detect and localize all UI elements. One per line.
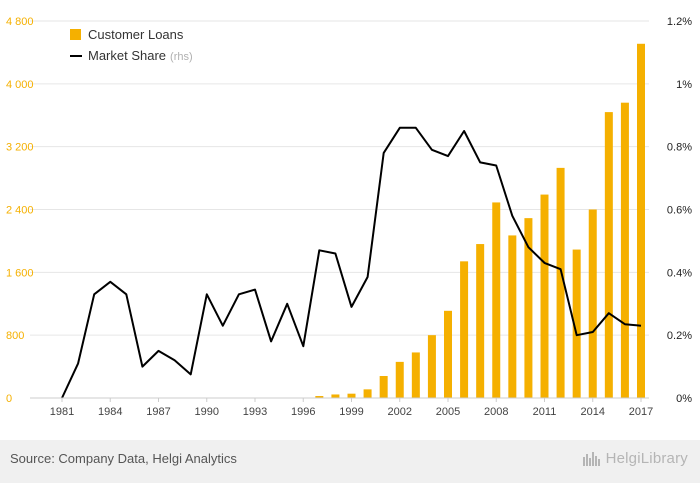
x-tick-label: 1990 [195,406,219,418]
bar-customer-loans [315,396,324,398]
line-market-share [61,126,642,399]
y-right-tick-label: 1% [676,79,692,91]
y-right-tick-label: 0.4% [667,267,692,279]
axes: 0 0% 800 0.2% 1 600 0.4% 2 400 0.6% 3 200 0.8% 4 0… [6,16,692,418]
bar-customer-loans [460,261,469,398]
bar-customer-loans [347,393,356,398]
x-tick-label: 2011 [533,406,557,418]
x-tick-label: 1996 [291,406,315,418]
y-left-tick-label: 2 400 [6,205,34,217]
x-tick-label: 1987 [146,406,170,418]
y-right-tick-label: 0.8% [667,142,692,154]
bar-customer-loans [444,310,452,398]
line-series-market-share [61,126,642,399]
bar-customer-loans [476,244,485,398]
bar-customer-loans [363,389,372,398]
x-tick-label: 2005 [436,406,460,418]
bar-customer-loans [492,202,501,398]
x-tick-label: 2008 [484,406,508,418]
grid [30,20,649,336]
legend-label-market-share-suffix: (rhs) [170,51,193,63]
x-tick-label: 2002 [388,406,412,418]
x-tick-label: 1999 [339,406,363,418]
bar-customer-loans [524,218,533,398]
bar-customer-loans [620,102,629,398]
y-right-tick-label: 1.2% [667,16,692,28]
x-tick-label: 2017 [629,406,653,418]
legend: Customer Loans Market Share (rhs) [70,27,193,63]
bar-customer-loans [508,235,517,398]
source-note: Source: Company Data, Helgi Analytics [10,451,237,466]
y-left-tick-label: 4 800 [6,16,34,28]
x-tick-label: 1993 [243,406,267,418]
legend-label-customer-loans: Customer Loans [88,27,184,42]
x-tick-label: 1981 [50,406,74,418]
y-left-tick-label: 3 200 [6,142,34,154]
bar-customer-loans [331,394,340,398]
bar-customer-loans [379,376,388,398]
bar-customer-loans [427,335,436,398]
y-left-tick-label: 4 000 [6,79,34,91]
legend-swatch-customer-loans [70,29,81,40]
bar-customer-loans [411,352,420,398]
y-right-tick-label: 0.2% [667,330,692,342]
y-left-tick-label: 800 [6,330,24,342]
legend-label-market-share: Market Share (rhs) [88,48,193,63]
y-right-tick-label: 0.6% [667,205,692,217]
bar-customer-loans [588,209,597,398]
chart: 0 0% 800 0.2% 1 600 0.4% 2 400 0.6% 3 200 0.8% 4 0… [6,16,692,418]
bar-customer-loans [540,194,549,398]
bar-series-customer-loans [315,43,645,398]
bar-customer-loans [395,361,404,398]
x-tick-label: 2014 [581,406,605,418]
library-icon [582,451,600,466]
legend-label-market-share-name: Market Share [88,48,166,63]
footer: Source: Company Data, Helgi Analytics He… [0,440,700,483]
bar-customer-loans [637,43,645,398]
brand-logo: HelgiLibrary [582,450,688,467]
x-tick-label: 1984 [98,406,122,418]
bar-customer-loans [572,249,581,398]
chart-canvas: 0 0% 800 0.2% 1 600 0.4% 2 400 0.6% 3 200 0.8% 4 0… [6,16,692,418]
y-right-tick-label: 0% [676,393,692,405]
y-left-tick-label: 0 [6,393,12,405]
y-left-tick-label: 1 600 [6,267,34,279]
bar-customer-loans [604,112,613,398]
brand-name: HelgiLibrary [605,450,688,467]
bar-customer-loans [556,167,565,398]
